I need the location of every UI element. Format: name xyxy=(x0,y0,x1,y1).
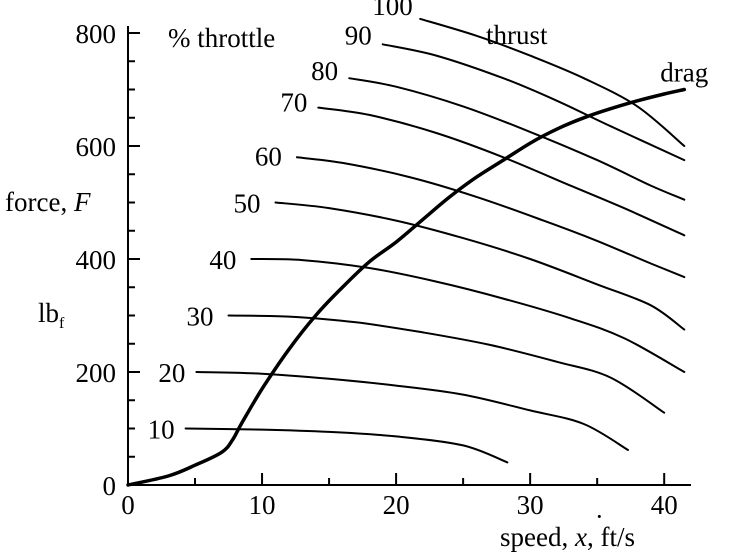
x-tick-label: 20 xyxy=(383,490,410,520)
y-tick-label: 200 xyxy=(76,358,117,388)
drag-curve xyxy=(126,87,687,487)
throttle-label-30: 30 xyxy=(187,302,214,332)
x-tick-label: 30 xyxy=(517,490,544,520)
x-axis-label: speed, x, ft/s xyxy=(500,522,635,552)
curves xyxy=(126,17,687,487)
x-axis-label-prefix: speed, xyxy=(500,522,575,552)
throttle-label-10: 10 xyxy=(148,415,175,445)
thrust-curve-60 xyxy=(295,156,686,279)
y-tick-label: 600 xyxy=(76,132,117,162)
thrust-curve-100 xyxy=(419,17,686,147)
x-axis-symbol-dot: · xyxy=(595,502,604,531)
axes xyxy=(127,26,691,486)
x-tick-label: 0 xyxy=(121,490,135,520)
throttle-label-60: 60 xyxy=(255,141,282,171)
y-tick-label: 400 xyxy=(76,245,117,275)
throttle-label-100: 100 xyxy=(372,0,413,21)
y-tick-label: 800 xyxy=(76,19,117,49)
drag-label: drag xyxy=(660,58,708,88)
thrust-curve-30 xyxy=(227,314,666,414)
thrust-curve-70 xyxy=(317,106,686,237)
throttle-label-70: 70 xyxy=(280,88,307,118)
y-axis-unit: lbf xyxy=(38,298,65,332)
x-tick-label: 10 xyxy=(249,490,276,520)
y-axis-unit-sub: f xyxy=(59,315,65,332)
y-tick-label: 0 xyxy=(103,471,117,501)
y-axis-label-prefix: force, xyxy=(5,187,74,217)
y-axis-unit-base: lb xyxy=(38,298,59,328)
throttle-label-90: 90 xyxy=(345,20,372,50)
x-axis-label-symbol: x xyxy=(574,522,587,552)
throttle-label-40: 40 xyxy=(209,245,236,275)
thrust-curve-90 xyxy=(381,43,686,162)
y-axis-label-symbol: F xyxy=(73,187,91,217)
thrust-annotation: thrust xyxy=(486,20,548,50)
thrust-curve-40 xyxy=(250,258,686,373)
throttle-label-80: 80 xyxy=(311,56,338,86)
thrust-curve-10 xyxy=(184,427,509,464)
x-tick-label: 40 xyxy=(651,490,678,520)
thrust-curve-50 xyxy=(274,201,686,331)
throttle-annotation: % throttle xyxy=(168,23,275,53)
thrust-curve-80 xyxy=(348,77,686,201)
thrust-curve-20 xyxy=(195,371,629,451)
x-axis-label-suffix: , ft/s xyxy=(587,522,635,552)
throttle-label-50: 50 xyxy=(233,189,260,219)
throttle-label-20: 20 xyxy=(158,358,185,388)
y-axis-label: force, F xyxy=(5,187,91,217)
